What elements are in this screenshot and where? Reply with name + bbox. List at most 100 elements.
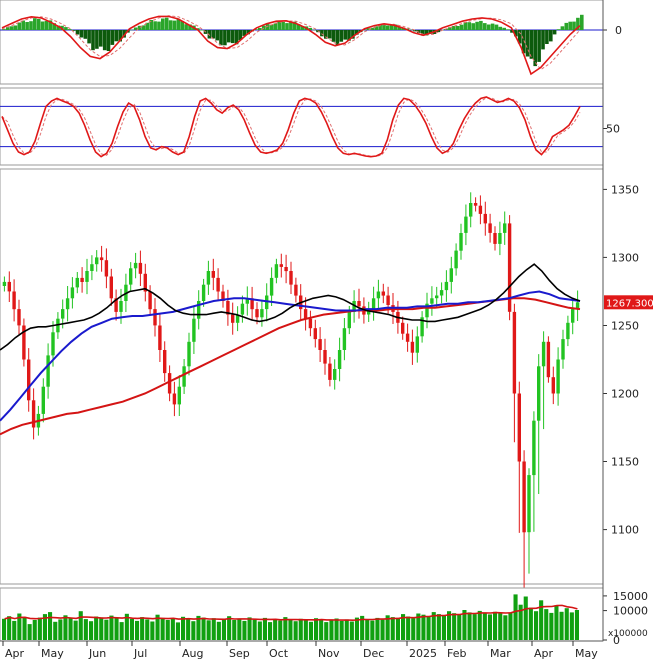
macd-histogram-bar	[421, 30, 425, 36]
volume-bar	[487, 614, 492, 640]
volume-bar	[288, 619, 293, 640]
price-candle-body	[571, 309, 575, 323]
macd-histogram-bar	[207, 30, 212, 39]
macd-histogram-bar	[164, 17, 169, 30]
macd-histogram-bar	[145, 22, 150, 30]
macd-histogram-bar	[83, 30, 88, 39]
price-tick-label: 1250	[611, 320, 639, 333]
macd-histogram-bar	[424, 30, 429, 36]
x-axis-label: Nov	[318, 647, 340, 660]
macd-histogram-bar	[25, 22, 29, 30]
volume-bar	[390, 617, 395, 640]
macd-histogram-bar	[40, 21, 45, 30]
price-candle-body	[192, 318, 196, 342]
macd-histogram-bar	[355, 30, 359, 35]
volume-bar	[298, 618, 303, 640]
volume-bar	[349, 621, 354, 640]
macd-histogram-bar	[498, 26, 503, 30]
volume-tick-label: 0	[613, 634, 620, 647]
volume-panel	[0, 587, 604, 642]
price-panel-frame	[0, 168, 604, 585]
volume-bar	[83, 619, 88, 640]
price-candle-body	[410, 341, 415, 353]
macd-histogram-bar	[254, 29, 258, 30]
price-candle-body	[541, 341, 546, 367]
price-candle-body	[201, 284, 206, 301]
price-candle-body	[250, 298, 254, 310]
price-candle-body	[269, 277, 274, 296]
macd-histogram-bar	[308, 28, 313, 30]
macd-histogram-bar	[17, 22, 22, 30]
macd-histogram-bar	[560, 26, 565, 30]
macd-histogram-bar	[48, 20, 53, 30]
macd-histogram-bar	[413, 30, 417, 32]
macd-histogram-bar	[149, 20, 153, 30]
oscillator-panel	[0, 87, 604, 166]
volume-bar	[559, 611, 564, 640]
price-candle-body	[75, 277, 79, 288]
price-candle-body	[177, 386, 181, 405]
macd-histogram-bar	[335, 30, 340, 46]
price-candle-body	[551, 377, 555, 394]
macd-histogram-bar	[130, 29, 134, 31]
macd-histogram-bar	[479, 20, 483, 30]
macd-histogram-bar	[56, 25, 60, 30]
macd-histogram-bar	[265, 24, 270, 30]
x-axis-layer: Apr May Jun Jul Aug Sep Oct Nov Dec 2025 Feb Mar Apr…	[0, 640, 603, 660]
volume-bar	[48, 612, 53, 640]
macd-histogram-bar	[417, 30, 421, 34]
macd-histogram-bar	[389, 24, 394, 30]
macd-histogram-bar	[238, 30, 243, 40]
macd-histogram-bar	[281, 21, 285, 30]
price-candle-body	[129, 268, 133, 285]
macd-histogram-bar	[21, 20, 25, 30]
volume-bar	[360, 615, 365, 640]
macd-histogram-bar	[277, 21, 281, 30]
price-candle-body	[483, 213, 487, 224]
volume-bar	[175, 622, 180, 640]
volume-bar	[395, 618, 400, 640]
macd-tick-label: 0	[615, 24, 622, 37]
volume-bar	[528, 607, 533, 640]
volume-bar	[278, 620, 283, 640]
price-candle-body	[473, 203, 478, 206]
price-candle-body	[143, 273, 147, 292]
price-candle-body	[308, 318, 313, 329]
macd-histogram-bar	[300, 26, 305, 30]
price-candle-body	[255, 309, 259, 318]
volume-bar	[380, 619, 385, 640]
macd-histogram-bar	[529, 30, 534, 59]
price-candle-body	[70, 287, 75, 299]
price-candle-body	[381, 291, 385, 296]
x-axis-label: Apr	[5, 647, 25, 660]
price-candle-body	[401, 322, 405, 334]
macd-histogram-bar	[292, 21, 297, 30]
macd-histogram-bar	[463, 22, 468, 30]
price-candle-body	[566, 322, 570, 340]
price-candle-body	[109, 276, 113, 299]
macd-histogram-bar	[258, 28, 262, 30]
volume-bar	[191, 621, 196, 640]
volume-bar	[242, 620, 247, 640]
macd-histogram-bar	[521, 30, 526, 54]
price-candle-body	[347, 311, 351, 329]
price-candle-body	[274, 264, 279, 278]
price-candle-body	[537, 366, 541, 421]
price-candle-body	[435, 295, 439, 299]
volume-bar	[237, 618, 242, 640]
price-candle-body	[478, 205, 483, 214]
moving-average-blue	[0, 290, 581, 422]
macd-histogram-bar	[486, 24, 491, 30]
macd-histogram-bar	[331, 30, 336, 42]
macd-histogram-bar	[541, 30, 545, 50]
volume-bar	[324, 622, 329, 640]
macd-histogram-bar	[246, 30, 250, 35]
macd-histogram-bar	[52, 23, 56, 30]
macd-histogram-bar	[199, 30, 204, 31]
volume-tick-label: 10000	[613, 605, 648, 618]
macd-histogram-bar	[67, 29, 72, 30]
price-candle-body	[172, 393, 177, 405]
macd-histogram-bar	[2, 29, 6, 30]
macd-histogram-bar	[455, 26, 460, 30]
macd-histogram-bar	[64, 27, 68, 30]
